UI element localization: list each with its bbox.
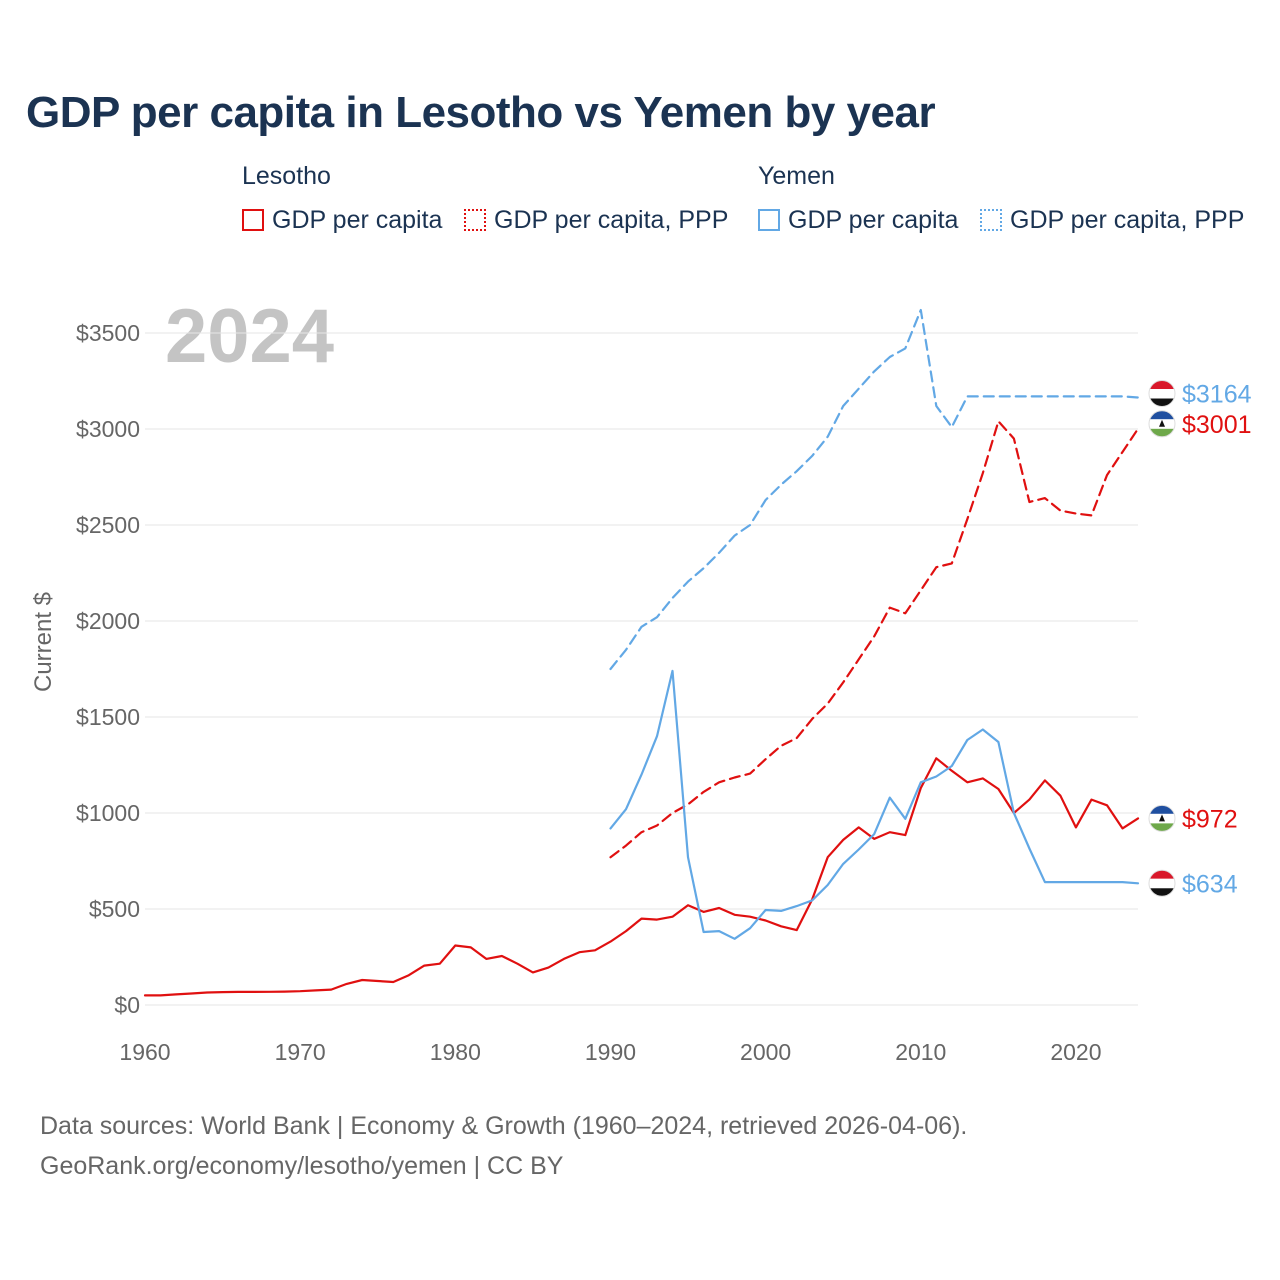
legend-swatch-icon (464, 209, 486, 231)
flag-stripe (1149, 823, 1175, 832)
flag-stripe (1149, 380, 1175, 390)
flag-stripe (1149, 888, 1175, 897)
flag-body (1149, 805, 1175, 832)
flag-body (1149, 870, 1175, 897)
x-tick-label: 2020 (1050, 1039, 1101, 1065)
flag-outline (1148, 380, 1176, 408)
year-label: 2024 (165, 294, 334, 379)
flag-emblem (1159, 814, 1165, 822)
end-value-label: $3164 (1182, 381, 1252, 409)
flag-outline (1148, 804, 1176, 832)
flag-stripe (1149, 398, 1175, 407)
flag-stripe (1149, 389, 1175, 399)
x-tick-label: 1990 (585, 1039, 636, 1065)
flag-stripe (1149, 870, 1175, 879)
yemen-flag-icon (1148, 380, 1176, 408)
chart-title: GDP per capita in Lesotho vs Yemen by ye… (26, 88, 936, 137)
y-tick-label: $3000 (76, 416, 140, 442)
legend-lesotho-gdp-ppp[interactable]: GDP per capita, PPP (464, 203, 728, 237)
x-tick-label: 1960 (119, 1039, 170, 1065)
x-tick-label: 1970 (275, 1039, 326, 1065)
end-value-label: $972 (1182, 805, 1238, 833)
x-tick-label: 2010 (895, 1039, 946, 1065)
legend-lesotho-gdp[interactable]: GDP per capita (242, 203, 442, 237)
legend-label: GDP per capita, PPP (494, 205, 729, 234)
series-line-lesotho-ppp (609, 420, 1140, 859)
series-line-yemen-ppp (609, 308, 1140, 671)
legend-label: GDP per capita (272, 205, 443, 234)
legend-label: GDP per capita, PPP (1010, 205, 1245, 234)
y-tick-label: $3500 (76, 320, 140, 346)
y-tick-label: $1000 (76, 800, 140, 826)
y-tick-label: $500 (89, 896, 140, 922)
flag-emblem (1159, 419, 1165, 427)
source-line-1: Data sources: World Bank | Economy & Gro… (40, 1112, 968, 1140)
end-value-label: $3001 (1182, 411, 1252, 439)
y-axis-label: Current $ (30, 592, 57, 692)
series-line-lesotho-gdp (143, 757, 1140, 997)
y-tick-label: $1500 (76, 704, 140, 730)
flag-stripe (1149, 805, 1175, 814)
line-chart: 2024 $0 $500 $1000 $1500 $2000 $2500 $3000 $3500… (30, 294, 1252, 1065)
y-tick-label: $2500 (76, 512, 140, 538)
source-line-2: GeoRank.org/economy/lesotho/yemen | CC B… (40, 1152, 564, 1180)
legend-swatch-icon (242, 209, 264, 231)
x-tick-label: 1980 (430, 1039, 481, 1065)
flag-body (1149, 410, 1175, 437)
legend-swatch-icon (980, 209, 1002, 231)
flag-body (1149, 380, 1175, 407)
x-tick-label: 2000 (740, 1039, 791, 1065)
flag-stripe (1149, 410, 1175, 420)
yemen-flag-icon (1148, 869, 1176, 897)
lesotho-flag-icon (1148, 804, 1176, 832)
end-value-label: $634 (1182, 870, 1238, 898)
lesotho-flag-icon (1148, 410, 1176, 438)
flag-outline (1148, 869, 1176, 897)
data-source-note: Data sources: World Bank | Economy & Gro… (40, 1106, 967, 1186)
legend-group-lesotho: Lesotho (242, 162, 331, 190)
flag-outline (1148, 410, 1176, 438)
series-line-yemen-gdp (609, 669, 1140, 940)
legend-yemen-gdp-ppp[interactable]: GDP per capita, PPP (980, 203, 1244, 237)
legend-label: GDP per capita (788, 205, 959, 234)
flag-stripe (1149, 428, 1175, 437)
y-tick-label: $0 (114, 992, 140, 1018)
flag-stripe (1149, 878, 1175, 889)
legend-group-yemen: Yemen (758, 162, 835, 190)
legend-yemen-gdp[interactable]: GDP per capita (758, 203, 958, 237)
y-tick-label: $2000 (76, 608, 140, 634)
legend-swatch-icon (758, 209, 780, 231)
